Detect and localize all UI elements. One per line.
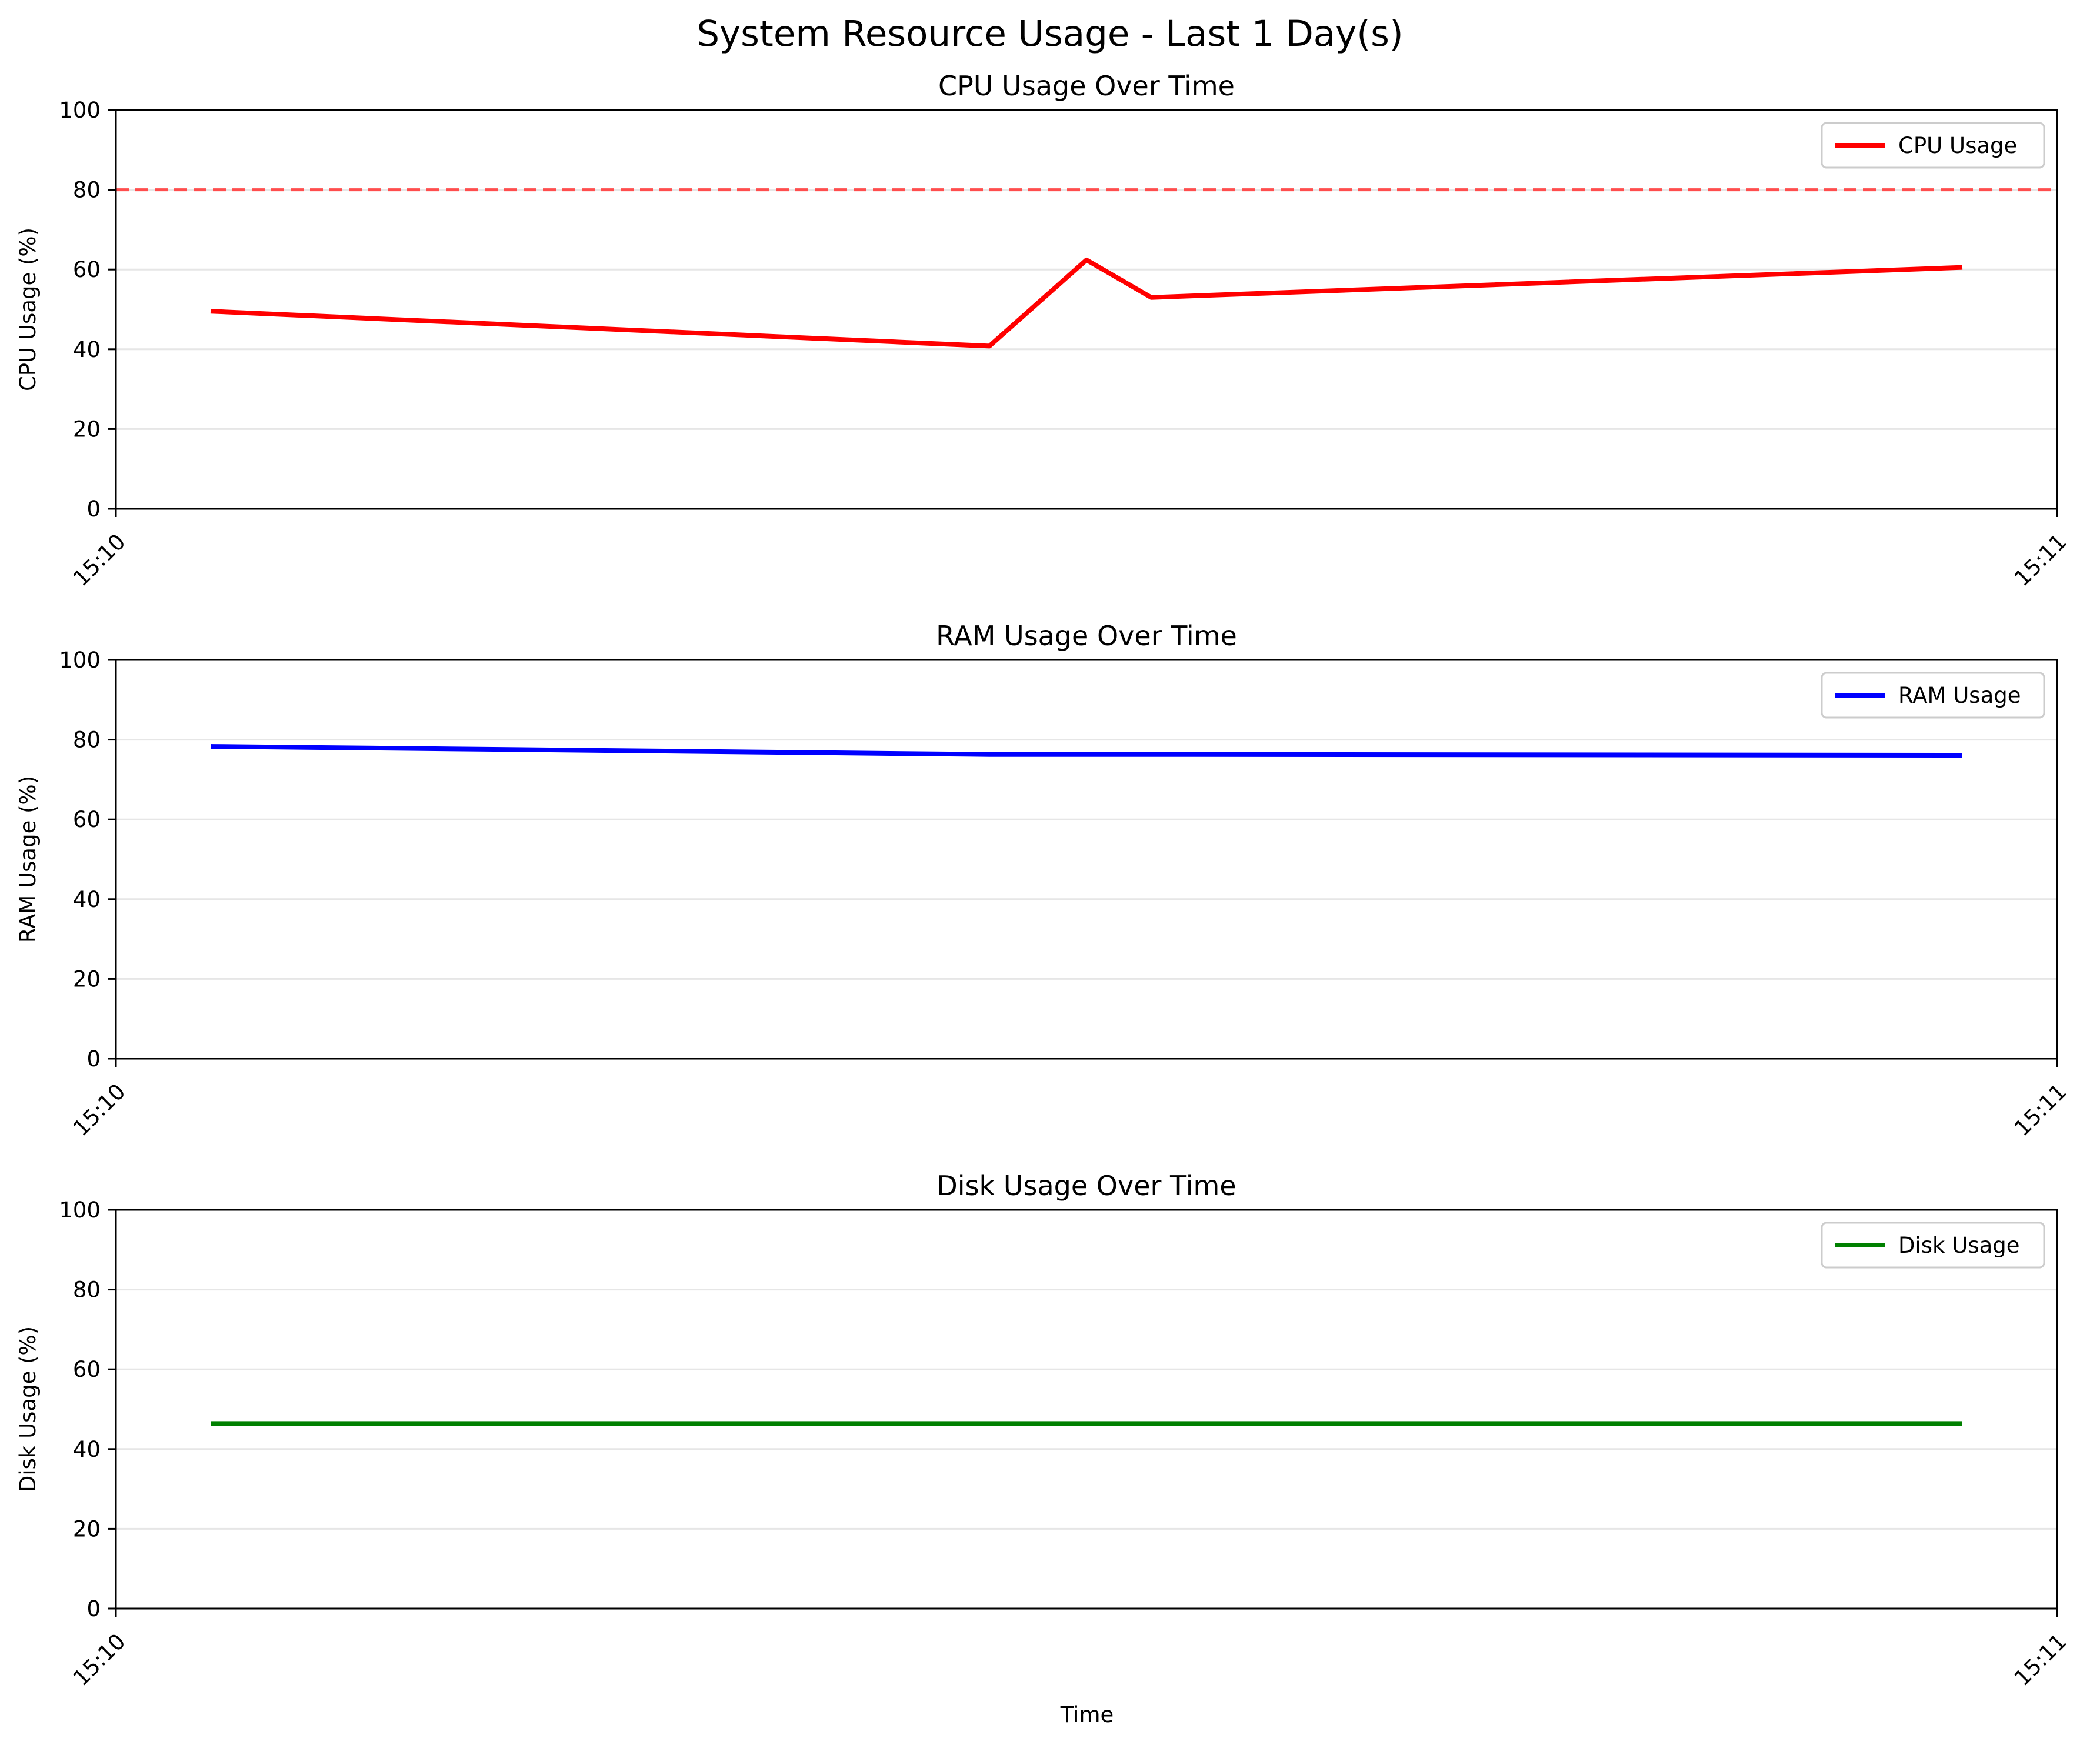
cpu-y-tick-label: 80 bbox=[73, 178, 101, 203]
disk-axes-frame bbox=[115, 1209, 2058, 1610]
chart-title: System Resource Usage - Last 1 Day(s) bbox=[696, 13, 1403, 55]
ram-y-tick-label: 40 bbox=[73, 887, 101, 912]
cpu-axes-frame bbox=[115, 109, 2058, 510]
disk-panel: 0 20 40 60 80 100 15:10 15:11 Disk Usage Over Ti… bbox=[15, 1170, 2072, 1691]
disk-x-tick-label: 15:10 bbox=[68, 1629, 131, 1691]
disk-panel-title: Disk Usage Over Time bbox=[936, 1170, 1236, 1202]
cpu-y-tick-label: 20 bbox=[73, 416, 101, 442]
cpu-y-axis-label: CPU Usage (%) bbox=[15, 228, 41, 391]
disk-y-axis-label: Disk Usage (%) bbox=[15, 1326, 41, 1492]
ram-y-axis-label: RAM Usage (%) bbox=[15, 776, 41, 943]
disk-y-tick-label: 20 bbox=[73, 1516, 101, 1542]
disk-y-tick-label: 100 bbox=[59, 1197, 101, 1223]
cpu-legend-box bbox=[1821, 122, 2045, 169]
cpu-y-tick-label: 40 bbox=[73, 337, 101, 362]
disk-x-tick-label: 15:11 bbox=[2009, 1629, 2072, 1691]
ram-legend-label: RAM Usage bbox=[1898, 683, 2021, 708]
ram-x-tick-label: 15:11 bbox=[2009, 1079, 2072, 1141]
cpu-x-tick-label: 15:11 bbox=[2009, 529, 2072, 591]
disk-y-tick-label: 60 bbox=[73, 1357, 101, 1382]
cpu-series-line bbox=[210, 257, 1963, 349]
ram-y-tick-label: 0 bbox=[86, 1046, 101, 1072]
ram-axes-frame bbox=[115, 659, 2058, 1060]
cpu-y-tick-label: 60 bbox=[73, 257, 101, 282]
ram-y-tick-label: 60 bbox=[73, 807, 101, 832]
disk-y-tick-label: 0 bbox=[86, 1596, 101, 1622]
x-axis-label: Time bbox=[1060, 1702, 1114, 1727]
ram-panel-title: RAM Usage Over Time bbox=[936, 620, 1237, 652]
disk-y-tick-label: 80 bbox=[73, 1277, 101, 1303]
cpu-panel-title: CPU Usage Over Time bbox=[938, 70, 1235, 102]
cpu-y-tick-label: 100 bbox=[59, 98, 101, 123]
disk-y-tick-label: 40 bbox=[73, 1437, 101, 1462]
cpu-x-tick-label: 15:10 bbox=[68, 529, 131, 591]
cpu-legend-label: CPU Usage bbox=[1898, 133, 2017, 158]
disk-legend-box bbox=[1821, 1222, 2045, 1269]
ram-x-tick-label: 15:10 bbox=[68, 1079, 131, 1141]
ram-y-tick-label: 20 bbox=[73, 966, 101, 992]
cpu-y-tick-label: 0 bbox=[86, 496, 101, 522]
disk-legend-label: Disk Usage bbox=[1898, 1233, 2020, 1258]
ram-legend-box bbox=[1821, 672, 2045, 719]
ram-series-line bbox=[210, 744, 1963, 758]
ram-y-tick-label: 100 bbox=[59, 648, 101, 673]
ram-y-tick-label: 80 bbox=[73, 728, 101, 753]
ram-panel: 0 20 40 60 80 100 15:10 15:11 RAM Usage Over Tim… bbox=[15, 620, 2072, 1141]
cpu-panel: 0 20 40 60 80 100 15:10 15:11 CPU Usage Over Tim… bbox=[15, 70, 2072, 591]
